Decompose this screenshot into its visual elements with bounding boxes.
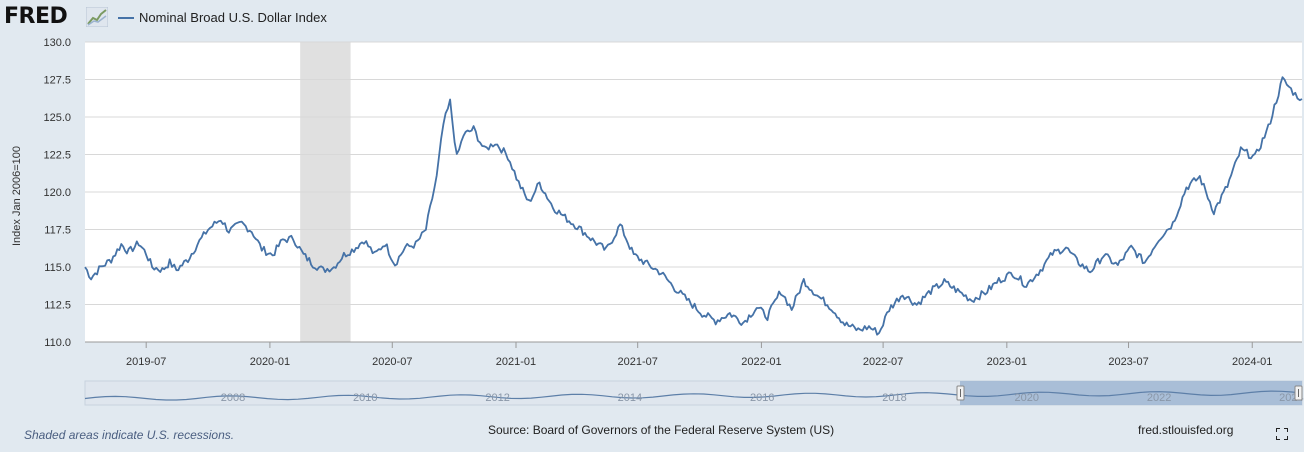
navigator-label: 2016 (750, 392, 774, 404)
x-tick-label: 2019-07 (126, 356, 166, 368)
y-tick-label: 117.5 (44, 225, 71, 237)
y-tick-label: 122.5 (43, 150, 71, 162)
y-tick-label: 125.0 (43, 112, 71, 124)
navigator-label: 2012 (485, 392, 509, 404)
y-tick-label: 130.0 (43, 37, 71, 49)
y-tick-label: 110.0 (44, 337, 71, 349)
x-tick-label: 2020-01 (250, 356, 290, 368)
source-credit: Source: Board of Governors of the Federa… (488, 423, 835, 437)
site-link[interactable]: fred.stlouisfed.org (1138, 423, 1234, 437)
navigator-line (84, 390, 1303, 401)
fred-logo[interactable]: FRED (4, 4, 68, 29)
x-tick-label: 2023-01 (987, 356, 1027, 368)
x-tick-label: 2023-07 (1108, 356, 1148, 368)
line-chart-icon (86, 7, 108, 27)
x-tick-label: 2022-01 (741, 356, 781, 368)
y-tick-label: 112.5 (44, 300, 71, 312)
legend-label: Nominal Broad U.S. Dollar Index (139, 10, 327, 25)
navigator-label: 2008 (221, 392, 245, 404)
y-tick-label: 120.0 (43, 187, 71, 199)
chart-legend: Nominal Broad U.S. Dollar Index (118, 10, 327, 25)
x-tick-label: 2020-07 (372, 356, 412, 368)
legend-swatch (118, 16, 134, 19)
x-tick-label: 2022-07 (863, 356, 903, 368)
navigator-label: 2022 (1147, 392, 1171, 404)
recession-note: Shaded areas indicate U.S. recessions. (24, 428, 235, 442)
x-tick-label: 2021-01 (496, 356, 536, 368)
fullscreen-icon[interactable] (1276, 428, 1288, 440)
navigator-label: 2014 (618, 392, 642, 404)
navigator-label: 2018 (882, 392, 906, 404)
x-tick-label: 2024-01 (1232, 356, 1272, 368)
series-line (84, 76, 1303, 336)
y-tick-label: 127.5 (43, 75, 71, 87)
navigator-label: 2020 (1015, 392, 1039, 404)
navigator-label: 2010 (353, 392, 377, 404)
x-tick-label: 2021-07 (618, 356, 658, 368)
y-tick-label: 115.0 (44, 262, 71, 274)
